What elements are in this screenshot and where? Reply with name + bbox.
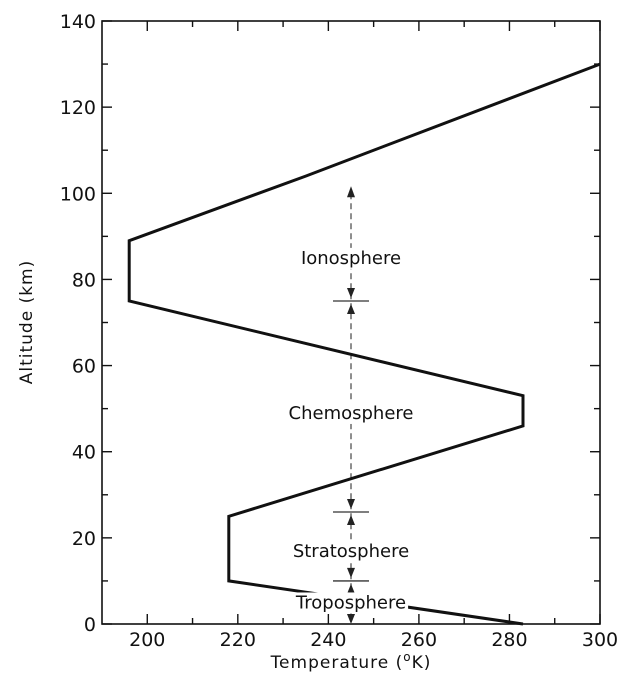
region-label-group: Troposphere: [292, 592, 409, 614]
boundary-arrow-from-mark: [347, 583, 355, 594]
x-tick-label: 300: [582, 629, 618, 651]
region-label-ionosphere: Ionosphere: [301, 248, 401, 269]
x-tick-label: 280: [491, 629, 527, 651]
region-label-backing: [286, 402, 416, 424]
x-tick-label: 200: [129, 629, 165, 651]
boundary-arrow-into-mark: [347, 567, 355, 578]
x-tick-label: 220: [220, 629, 256, 651]
region-label-troposphere: Troposphere: [295, 592, 406, 613]
y-tick-label: 0: [84, 614, 96, 636]
x-tick-label: 260: [401, 629, 437, 651]
y-axis-label: Altitude (km): [17, 260, 37, 385]
region-label-backing: [290, 540, 412, 562]
region-label-backing: [298, 247, 404, 269]
y-tick-label: 100: [60, 183, 96, 205]
boundary-arrow-from-mark: [347, 303, 355, 314]
region-label-group: Ionosphere: [298, 247, 404, 269]
region-label-group: Stratosphere: [290, 540, 412, 562]
boundary-arrow-into-mark: [347, 499, 355, 510]
temperature-profile-line: [127, 62, 601, 626]
region-label-group: Chemosphere: [286, 402, 416, 424]
y-tick-label: 140: [60, 11, 96, 33]
y-tick-label: 120: [60, 97, 96, 119]
region-label-backing: [292, 592, 409, 614]
region-labels: Ionosphere Chemosphere Stratosphere Troposp…: [286, 247, 416, 614]
boundary-arrow-from-mark: [347, 515, 355, 526]
boundary-arrow-into-mark: [347, 287, 355, 298]
x-axis-label: Temperature (oK): [270, 650, 432, 673]
y-tick-label: 80: [72, 269, 96, 291]
x-tick-label: 240: [310, 629, 346, 651]
y-tick-label: 20: [72, 528, 96, 550]
region-label-chemosphere: Chemosphere: [289, 403, 414, 424]
y-axis-ticks: [102, 20, 600, 625]
y-tick-label: 60: [72, 356, 96, 378]
y-tick-label: 40: [72, 442, 96, 464]
boundary-arrow-up: [347, 186, 355, 198]
x-axis-tick-labels: 200 220 240 260 280 300: [129, 629, 618, 651]
boundary-arrow-down: [347, 614, 355, 624]
y-axis-tick-labels: 0 20 40 60 80 100 120 140: [60, 11, 96, 636]
region-label-stratosphere: Stratosphere: [293, 541, 409, 562]
